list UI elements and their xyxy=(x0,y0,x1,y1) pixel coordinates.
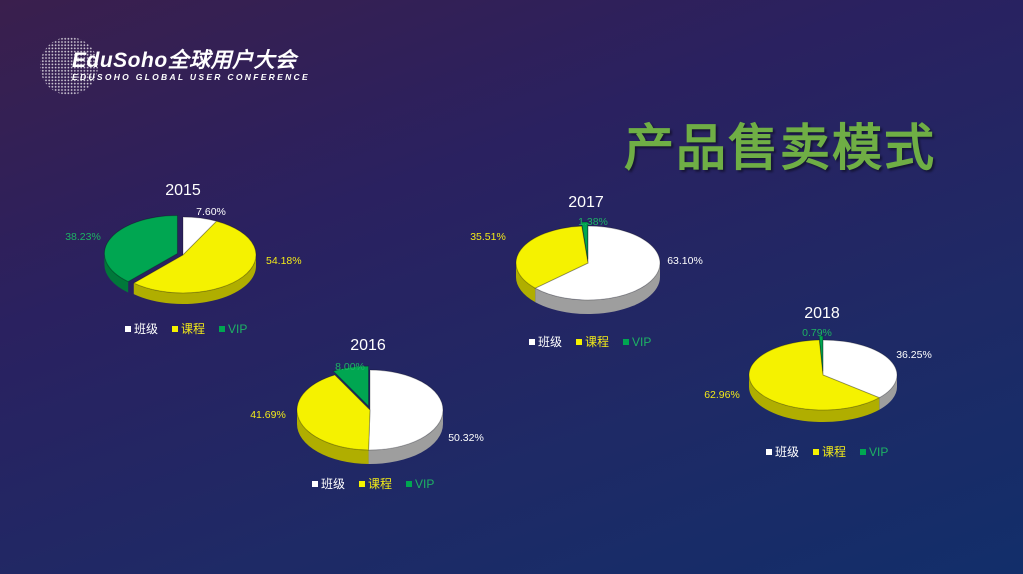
legend-label-VIP: VIP xyxy=(869,445,888,459)
pie-side-班级 xyxy=(879,375,897,410)
data-label-班级: 36.25% xyxy=(896,349,932,361)
legend-label-课程: 课程 xyxy=(368,476,392,491)
pie-side-班级 xyxy=(535,263,660,314)
data-label-VIP: 38.23% xyxy=(65,231,101,243)
pie-slice-班级 xyxy=(368,369,444,451)
chart-title: 2018 xyxy=(804,305,840,322)
legend-swatch-课程 xyxy=(576,339,582,345)
legend-label-课程: 课程 xyxy=(181,321,205,336)
chart-title: 2015 xyxy=(165,182,201,199)
chart-title: 2017 xyxy=(568,194,604,211)
legend-label-班级: 班级 xyxy=(321,477,345,491)
pie-slice-班级 xyxy=(182,216,218,257)
legend-swatch-班级 xyxy=(312,481,318,487)
logo-title: EduSoho全球用户大会 xyxy=(72,49,297,72)
legend-swatch-VIP xyxy=(623,339,629,345)
pie-chart-2015: 2015 7.60% 54.18% 38.23% 班级 课程 VIP xyxy=(65,182,301,336)
pie-slice-课程 xyxy=(296,374,371,451)
legend-label-课程: 课程 xyxy=(585,334,609,349)
data-label-VIP: 1.38% xyxy=(578,216,608,228)
legend-swatch-VIP xyxy=(219,326,225,332)
legend-label-VIP: VIP xyxy=(415,477,434,491)
conference-logo: EduSoho全球用户大会 EDUSOHO GLOBAL USER CONFER… xyxy=(38,34,328,98)
legend-swatch-班级 xyxy=(125,326,131,332)
legend-label-VIP: VIP xyxy=(632,335,651,349)
pie-side-VIP xyxy=(104,253,129,293)
pie-side-课程 xyxy=(297,410,369,464)
legend-swatch-课程 xyxy=(172,326,178,332)
pie-slice-课程 xyxy=(132,220,257,294)
pie-chart-2018: 2018 36.25% 62.96% 0.79% 班级 课程 VIP xyxy=(704,305,932,459)
pie-side-班级 xyxy=(368,410,443,464)
legend-label-VIP: VIP xyxy=(228,322,247,336)
pie-chart-2016: 2016 50.32% 41.69% 8.00% 班级 课程 VIP xyxy=(250,337,484,491)
pie-slice-VIP xyxy=(332,365,370,408)
legend-label-班级: 班级 xyxy=(134,322,158,336)
pie-slice-课程 xyxy=(515,225,589,289)
legend-swatch-班级 xyxy=(766,449,772,455)
data-label-课程: 54.18% xyxy=(266,255,302,267)
pie-slice-VIP xyxy=(580,221,589,260)
legend-swatch-课程 xyxy=(359,481,365,487)
data-label-VIP: 8.00% xyxy=(335,361,365,373)
pie-chart-2017: 2017 63.10% 35.51% 1.38% 班级 课程 VIP xyxy=(470,194,703,349)
pie-slice-班级 xyxy=(822,339,898,399)
data-label-班级: 50.32% xyxy=(448,432,484,444)
data-label-班级: 63.10% xyxy=(667,255,703,267)
globe-dots-icon xyxy=(40,37,98,95)
pie-side-课程 xyxy=(516,263,536,303)
legend-label-班级: 班级 xyxy=(775,445,799,459)
pie-side-课程 xyxy=(749,375,880,422)
pie-slice-VIP xyxy=(818,335,824,372)
pie-side-课程 xyxy=(133,255,256,304)
legend-swatch-VIP xyxy=(406,481,412,487)
data-label-课程: 35.51% xyxy=(470,231,506,243)
data-label-课程: 62.96% xyxy=(704,389,740,401)
data-label-班级: 7.60% xyxy=(196,206,226,218)
legend-swatch-课程 xyxy=(813,449,819,455)
pie-slice-课程 xyxy=(748,339,881,411)
legend-label-班级: 班级 xyxy=(538,335,562,349)
legend-label-课程: 课程 xyxy=(822,444,846,459)
logo-subtitle: EDUSOHO GLOBAL USER CONFERENCE xyxy=(72,72,310,82)
legend-swatch-班级 xyxy=(529,339,535,345)
data-label-课程: 41.69% xyxy=(250,409,286,421)
pie-slice-班级 xyxy=(534,225,661,301)
page-title: 产品售卖模式 xyxy=(624,120,936,176)
legend-swatch-VIP xyxy=(860,449,866,455)
chart-title: 2016 xyxy=(350,337,386,354)
pie-slice-VIP xyxy=(103,215,178,283)
data-label-VIP: 0.79% xyxy=(802,327,832,339)
